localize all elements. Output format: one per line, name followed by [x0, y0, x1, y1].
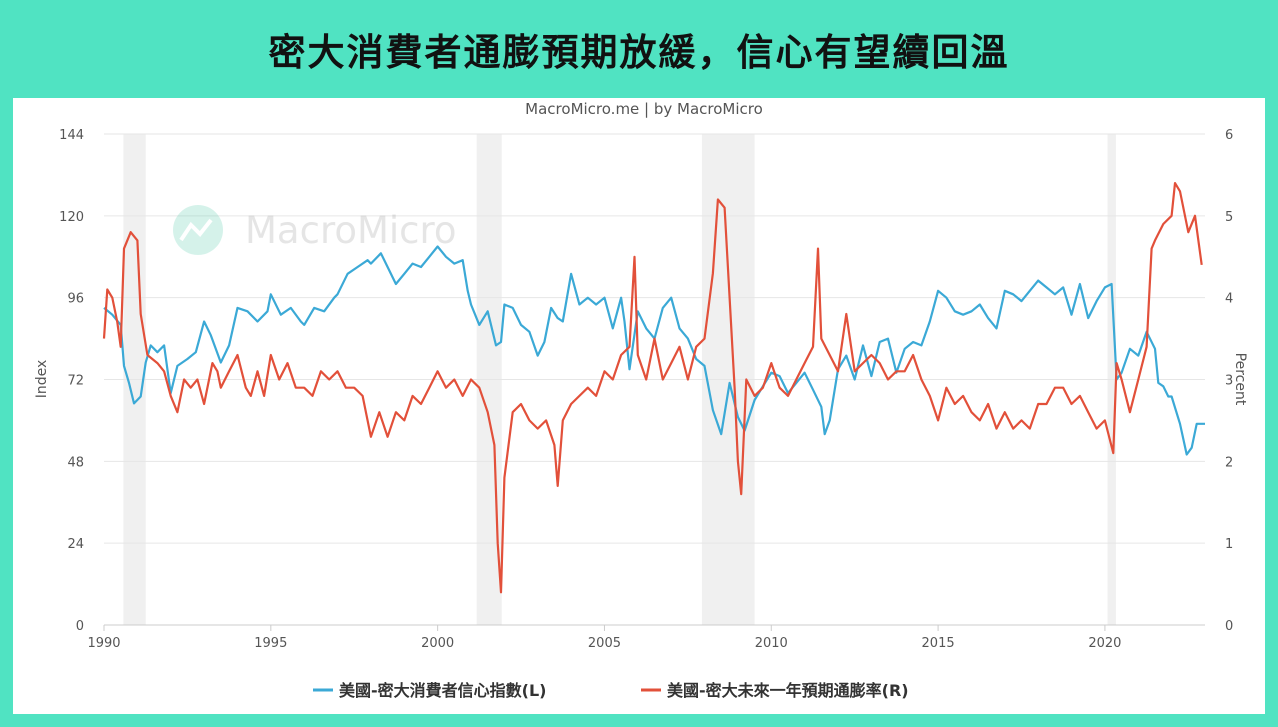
- chart-panel: MacroMicro.me | by MacroMicro MacroMicro…: [13, 98, 1265, 714]
- chart-canvas: MacroMicro.me | by MacroMicro MacroMicro…: [34, 100, 1248, 700]
- series-lines: [102, 182, 1205, 594]
- right-tick-label: 0: [1225, 619, 1233, 634]
- right-tick-label: 5: [1225, 210, 1233, 225]
- series-line-inflation: [102, 182, 1203, 594]
- x-tick-label: 2000: [421, 636, 454, 651]
- legend-label-inflation: 美國-密大未來一年預期通膨率(R): [667, 681, 909, 700]
- legend-item-inflation[interactable]: 美國-密大未來一年預期通膨率(R): [641, 681, 909, 700]
- gridlines: [104, 133, 1205, 626]
- legend-label-confidence: 美國-密大消費者信心指數(L): [339, 681, 546, 700]
- x-tick-label: 2020: [1088, 636, 1121, 651]
- x-tick-label: 2005: [588, 636, 621, 651]
- right-axis: 0 1 2 3 4 5 6: [1225, 128, 1233, 634]
- watermark-text: MacroMicro: [245, 209, 457, 252]
- left-axis: 0 24 48 72 96 120 144: [59, 128, 84, 634]
- legend: 美國-密大消費者信心指數(L) 美國-密大未來一年預期通膨率(R): [313, 681, 909, 700]
- x-axis: 1990 1995 2000 2005 2010 2015 2020: [87, 625, 1121, 651]
- right-axis-label: Percent: [1232, 353, 1248, 406]
- left-tick-label: 72: [67, 374, 84, 389]
- watermark-logo-mark: [179, 218, 213, 242]
- x-tick-label: 1995: [254, 636, 287, 651]
- watermark: MacroMicro: [173, 205, 457, 255]
- right-tick-label: 1: [1225, 537, 1233, 552]
- page-title: 密大消費者通膨預期放緩，信心有望續回溫: [268, 31, 1010, 74]
- chart-credit: MacroMicro.me | by MacroMicro: [525, 100, 763, 118]
- series-line-confidence: [103, 245, 1205, 456]
- left-tick-label: 0: [76, 619, 84, 634]
- watermark-logo-icon: [173, 205, 223, 255]
- x-tick-label: 1990: [87, 636, 120, 651]
- left-tick-label: 144: [59, 128, 84, 143]
- right-tick-label: 6: [1225, 128, 1233, 143]
- left-tick-label: 48: [67, 455, 84, 470]
- x-tick-label: 2015: [922, 636, 955, 651]
- right-tick-label: 3: [1225, 374, 1233, 389]
- left-tick-label: 120: [59, 210, 84, 225]
- x-tick-label: 2010: [755, 636, 788, 651]
- right-tick-label: 2: [1225, 455, 1233, 470]
- left-tick-label: 96: [67, 292, 84, 307]
- right-tick-label: 4: [1225, 292, 1233, 307]
- legend-item-confidence[interactable]: 美國-密大消費者信心指數(L): [313, 681, 546, 700]
- left-tick-label: 24: [67, 537, 84, 552]
- left-axis-label: Index: [34, 360, 50, 399]
